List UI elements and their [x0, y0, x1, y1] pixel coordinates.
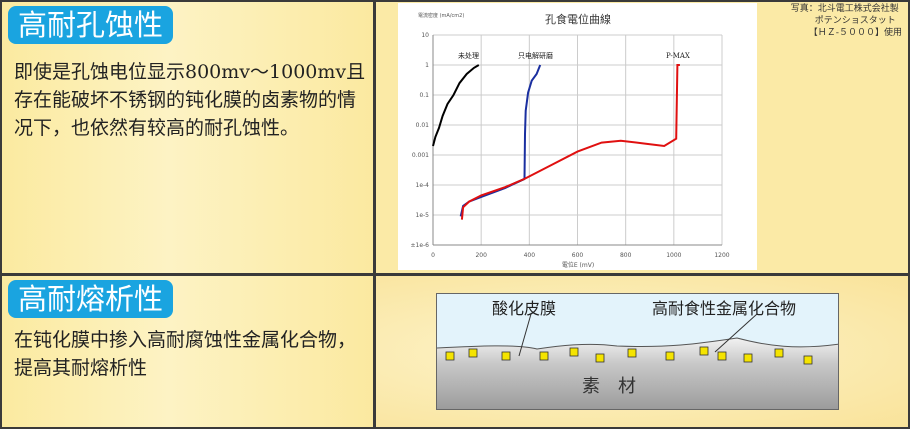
pitting-heading: 高耐孔蚀性 — [8, 6, 174, 44]
y-tick-label: 1e-5 — [416, 212, 430, 219]
metal-compound-particle — [501, 351, 511, 361]
chart-svg: 0 200 400 600 800 1000 1200 ±1e-6 1e-5 1e-4 0.001 0… — [410, 12, 729, 269]
metal-compound-particle — [803, 355, 813, 365]
y-tick-label: 1 — [425, 62, 429, 69]
compound-label: 高耐食性金属化合物 — [652, 299, 796, 318]
oxide-film-line — [437, 337, 838, 350]
series-label: 未处理 — [458, 51, 479, 60]
series-label: P-MAX — [666, 52, 690, 60]
metal-compound-particle — [595, 353, 605, 363]
y-tick-label: 10 — [421, 32, 429, 39]
chart-panel: 0 200 400 600 800 1000 1200 ±1e-6 1e-5 1e-4 0.001 0… — [376, 2, 908, 273]
compound-leader-line — [714, 313, 758, 353]
leaching-heading: 高耐熔析性 — [8, 280, 174, 318]
x-axis-label: 電位E (mV) — [562, 261, 594, 269]
y-tick-label: 1e-4 — [416, 182, 430, 189]
y-tick-label: 0.1 — [419, 92, 429, 99]
metal-compound-particle — [627, 348, 637, 358]
credit-line: 写真：北斗電工株式会社製 — [790, 4, 899, 14]
diagram-panel: 酸化皮膜 高耐食性金属化合物 素 材 — [376, 276, 908, 427]
series-label: 只电解研磨 — [518, 51, 553, 60]
photo-credit: 写真：北斗電工株式会社製 ポテンショスタット 【ＨＺ-５０００】使用 — [791, 3, 902, 39]
x-tick-label: 800 — [620, 252, 632, 259]
x-tick-label: 600 — [572, 252, 584, 259]
metal-compound-particle — [468, 348, 478, 358]
series-line-2 — [459, 64, 542, 217]
series-line-3 — [460, 64, 680, 220]
leaching-resistance-panel: 高耐熔析性 在钝化膜中掺入高耐腐蚀性金属化合物，提高其耐熔析性 — [2, 276, 373, 427]
y-tick-label: 0.01 — [416, 122, 430, 129]
metal-compound-particle — [774, 348, 784, 358]
y-tick-label: ±1e-6 — [410, 242, 429, 249]
oxide-film-label: 酸化皮膜 — [492, 299, 556, 318]
series-line-1 — [432, 64, 480, 147]
pitting-potential-chart: 0 200 400 600 800 1000 1200 ±1e-6 1e-5 1e-4 0.001 0… — [398, 3, 757, 270]
metal-compound-particle — [445, 351, 455, 361]
metal-compound-particle — [699, 346, 709, 356]
x-tick-label: 1000 — [666, 252, 681, 259]
metal-compound-particle — [743, 353, 753, 363]
leaching-description: 在钝化膜中掺入高耐腐蚀性金属化合物，提高其耐熔析性 — [14, 329, 357, 379]
metal-compound-particle — [569, 347, 579, 357]
y-tick-label: 0.001 — [412, 152, 429, 159]
y-axis-label: 電流密度 (mA/cm2) — [418, 12, 464, 19]
x-tick-label: 1200 — [714, 252, 729, 259]
metal-compound-particle — [539, 351, 549, 361]
pitting-description: 即使是孔蚀电位显示800mv～1000mv且存在能破坏不锈钢的钝化膜的卤素物的情… — [14, 61, 366, 139]
x-tick-label: 200 — [475, 252, 487, 259]
base-material — [437, 338, 838, 409]
metal-compound-particle — [717, 351, 727, 361]
chart-title: 孔食電位曲線 — [545, 12, 611, 26]
x-tick-label: 400 — [524, 252, 536, 259]
cross-section-diagram: 酸化皮膜 高耐食性金属化合物 素 材 — [436, 293, 839, 410]
credit-line: 【ＨＺ-５０００】使用 — [808, 28, 902, 38]
base-material-label: 素 材 — [582, 376, 636, 397]
diagram-svg: 酸化皮膜 高耐食性金属化合物 素 材 — [437, 294, 838, 409]
film-leader-line — [518, 313, 532, 357]
pitting-resistance-panel: 高耐孔蚀性 即使是孔蚀电位显示800mv～1000mv且存在能破坏不锈钢的钝化膜… — [2, 2, 373, 273]
metal-compound-particle — [665, 351, 675, 361]
credit-line: ポテンショスタット — [814, 16, 896, 26]
x-tick-label: 0 — [431, 252, 435, 259]
